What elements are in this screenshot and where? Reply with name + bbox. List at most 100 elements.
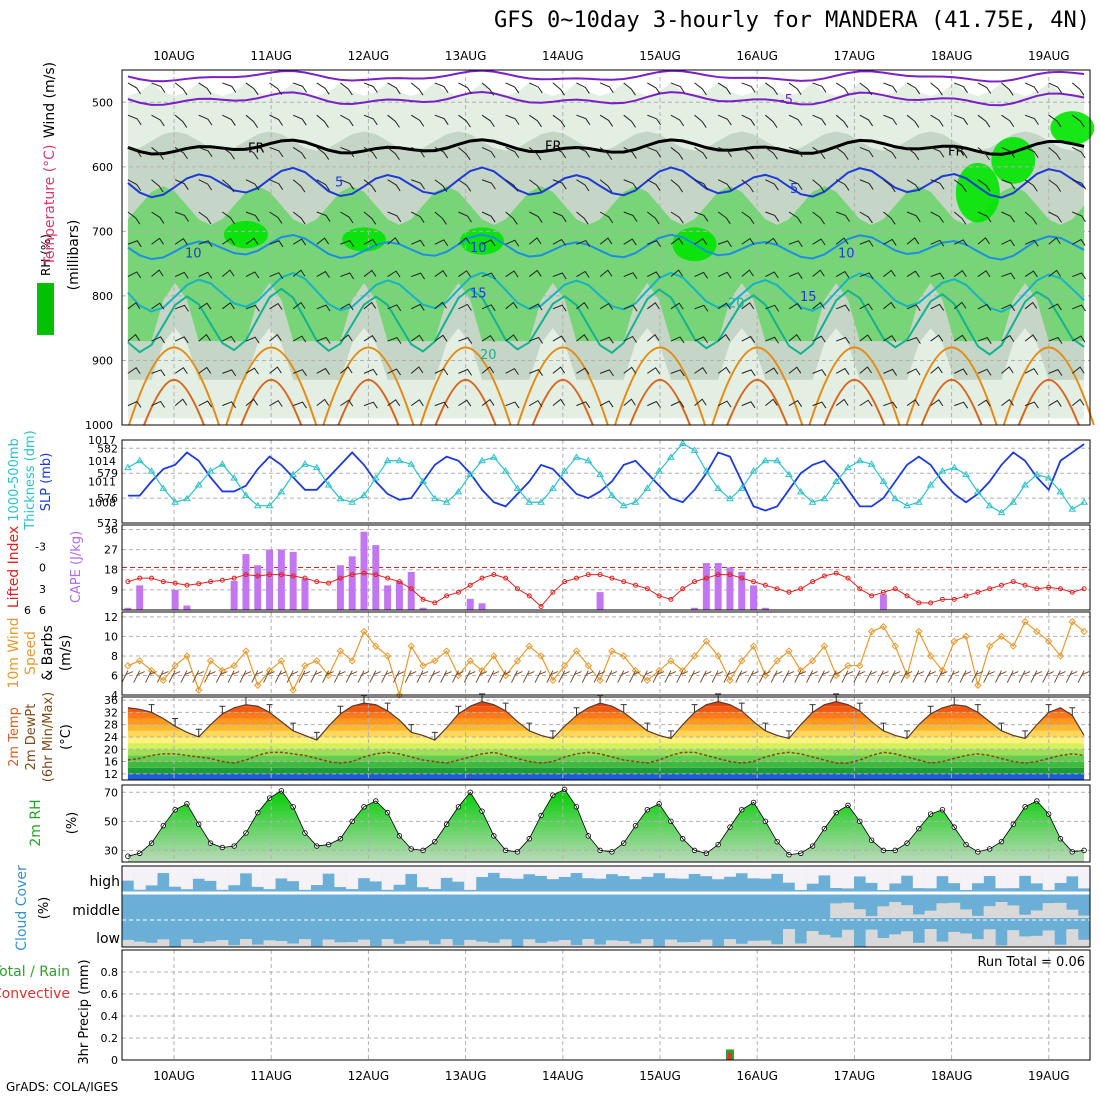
wind-barb <box>410 211 425 223</box>
lifted-tick-label: -3 <box>35 540 46 553</box>
lifted-marker <box>432 600 438 606</box>
cloud-low-block <box>759 940 772 947</box>
wind-barb <box>363 211 377 225</box>
wind-marker <box>714 652 722 660</box>
slp-marker <box>277 487 286 495</box>
slp-marker <box>419 477 427 484</box>
wind-barb <box>670 114 685 127</box>
lifted-marker <box>798 586 804 592</box>
wind-barb <box>198 302 212 310</box>
date-label-top: 14AUG <box>542 49 584 63</box>
wind-barb <box>481 114 495 128</box>
wind-barb <box>906 399 920 407</box>
wind-barb <box>222 302 235 310</box>
wind-marker <box>525 642 533 650</box>
wind-marker <box>490 652 498 660</box>
cape-bar <box>879 594 887 610</box>
cloud-high-gap <box>1078 866 1091 889</box>
cloud-low-block <box>617 940 630 947</box>
wind-barb <box>646 333 660 342</box>
wind-barb <box>647 271 661 279</box>
wind-barb <box>151 82 166 93</box>
date-label-top: 15AUG <box>639 49 681 63</box>
cloud-high-gap <box>405 866 418 874</box>
cloud-low-block <box>180 939 193 947</box>
temp-minmax-whisker <box>927 705 934 714</box>
lifted-marker <box>467 582 473 588</box>
slp-marker <box>796 487 805 495</box>
lifted-marker <box>550 589 556 595</box>
wind-barb <box>387 337 402 344</box>
wind-10m-barb <box>711 670 724 683</box>
wind-barb <box>1024 401 1039 409</box>
lifted-marker <box>963 593 969 599</box>
thickness-tick-label: 576 <box>97 492 118 505</box>
lifted-marker <box>385 575 391 581</box>
wind-marker <box>360 627 368 636</box>
wind-barb <box>198 114 213 126</box>
wind-barb <box>812 335 826 343</box>
wind-barb <box>765 398 778 407</box>
slp-marker <box>726 494 734 502</box>
wind-barb <box>340 179 355 190</box>
slp-marker <box>667 453 675 460</box>
wind-barb <box>977 82 992 94</box>
wind-10m-barb <box>345 670 358 683</box>
wind-marker <box>1021 618 1029 626</box>
wind-ylabel-1: 10m Wind <box>6 617 22 688</box>
cloud-high-gap <box>995 866 1008 889</box>
wind-10m-barb <box>168 670 181 683</box>
wind-barb <box>481 398 495 407</box>
wind-barb <box>954 114 969 125</box>
wind-barb <box>859 114 874 127</box>
date-label-top: 10AUG <box>153 49 195 63</box>
wind-barb <box>269 272 284 279</box>
wind-barb <box>316 270 330 278</box>
lifted-marker <box>751 579 757 585</box>
wind-barb <box>623 147 637 159</box>
wind-tick-label: 4 <box>111 689 118 702</box>
temp-minmax-whisker <box>455 705 462 714</box>
wind-barb <box>835 114 849 128</box>
slp-marker <box>973 487 982 495</box>
temp-band <box>127 718 1085 725</box>
wind-10m-barb <box>865 670 877 683</box>
lifted-marker <box>668 596 674 602</box>
slp-marker <box>596 470 604 478</box>
isotherm-30-arch <box>726 378 789 426</box>
cloud-low-block <box>523 939 536 947</box>
wind-barb <box>859 303 873 311</box>
wind-barb <box>528 179 542 192</box>
wind-barb <box>410 366 424 374</box>
precip-legend-total: Total / Rain <box>0 964 70 980</box>
cloud-high-gap <box>346 866 359 890</box>
wind-barb <box>906 237 920 245</box>
cape-bar <box>372 545 380 610</box>
cape-frame <box>121 524 1091 611</box>
wind-barb <box>694 367 708 374</box>
wind-10m-barb <box>581 670 594 683</box>
isotherm-label: -5 <box>780 93 793 108</box>
wind-barb <box>387 399 401 407</box>
wind-barb <box>174 336 189 344</box>
temp-minmax-whisker <box>856 702 863 711</box>
wind-barb <box>198 211 212 225</box>
wind-10m-barb <box>1065 670 1078 683</box>
wind-barb <box>316 114 329 128</box>
wind-barb <box>694 211 709 222</box>
wind-10m-barb <box>133 670 145 683</box>
wind-10m-barb <box>758 670 771 683</box>
lifted-marker <box>609 575 615 581</box>
rh-high-patch <box>1050 111 1095 145</box>
lifted-marker <box>396 579 402 585</box>
wind-10m-barb <box>924 670 936 683</box>
wind-marker <box>254 681 262 689</box>
wind-barb <box>245 237 259 245</box>
cape-bar <box>171 589 179 610</box>
wind-barb <box>222 237 236 245</box>
wind-barb <box>859 179 874 190</box>
cloud-high-gap <box>239 866 252 874</box>
wind-barb <box>529 399 543 407</box>
cloud-high-gap <box>428 866 441 889</box>
wind-10m-barb <box>475 670 488 683</box>
